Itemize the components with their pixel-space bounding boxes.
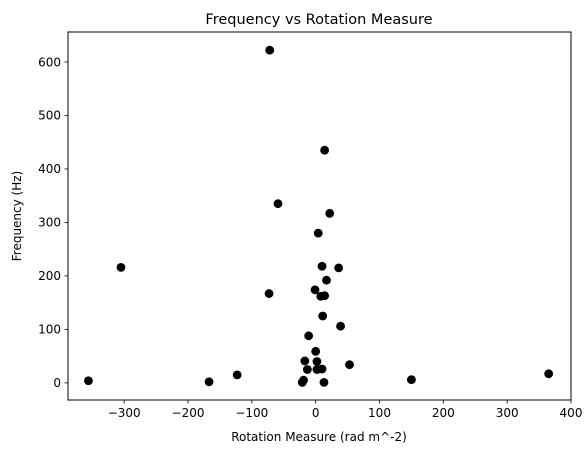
data-point [325,208,335,218]
data-point [265,45,275,55]
data-point [407,375,416,385]
y-tick-label: 500 [38,109,61,123]
data-point [317,364,327,374]
data-point [312,357,322,366]
data-point [311,346,321,356]
x-tick-label: 0 [312,406,320,420]
x-tick-label: 400 [560,406,583,420]
data-point [320,145,330,155]
data-point [299,375,308,385]
data-point [264,289,274,298]
data-point [345,360,354,370]
data-point [544,369,554,379]
x-tick-label: −200 [172,406,205,420]
data-point [304,331,314,341]
data-point [313,228,323,238]
data-point [322,275,331,285]
data-point [317,261,327,271]
x-axis-ticks: −300 −200 −100 0 100 200 300 400 [108,400,583,420]
data-point [336,321,345,331]
y-tick-label: 300 [38,216,61,230]
data-point [302,365,312,374]
data-point [320,291,330,301]
plot-frame [67,31,572,401]
x-tick-label: 300 [496,406,519,420]
data-point [300,356,310,366]
y-tick-label: 200 [38,269,61,283]
data-point [232,370,242,380]
chart-title: Frequency vs Rotation Measure [205,12,432,28]
y-axis-label: Frequency (Hz) [10,171,24,262]
x-axis-label: Rotation Measure (rad m^-2) [231,430,407,444]
x-tick-label: −300 [108,406,141,420]
x-tick-label: −100 [235,406,268,420]
y-tick-label: 400 [38,162,61,176]
x-tick-label: 100 [368,406,391,420]
data-point [84,376,93,386]
y-axis-ticks: 0 100 200 300 400 500 600 [38,55,68,390]
data-point [319,377,329,387]
x-tick-label: 200 [432,406,455,420]
points-layer [84,45,554,387]
data-point [318,311,328,321]
data-point [310,285,320,295]
y-tick-label: 600 [38,55,61,69]
data-point [204,377,214,387]
data-point [334,263,344,273]
data-point [273,199,283,209]
y-tick-label: 0 [53,376,61,390]
y-tick-label: 100 [38,323,61,337]
data-point [116,262,126,272]
